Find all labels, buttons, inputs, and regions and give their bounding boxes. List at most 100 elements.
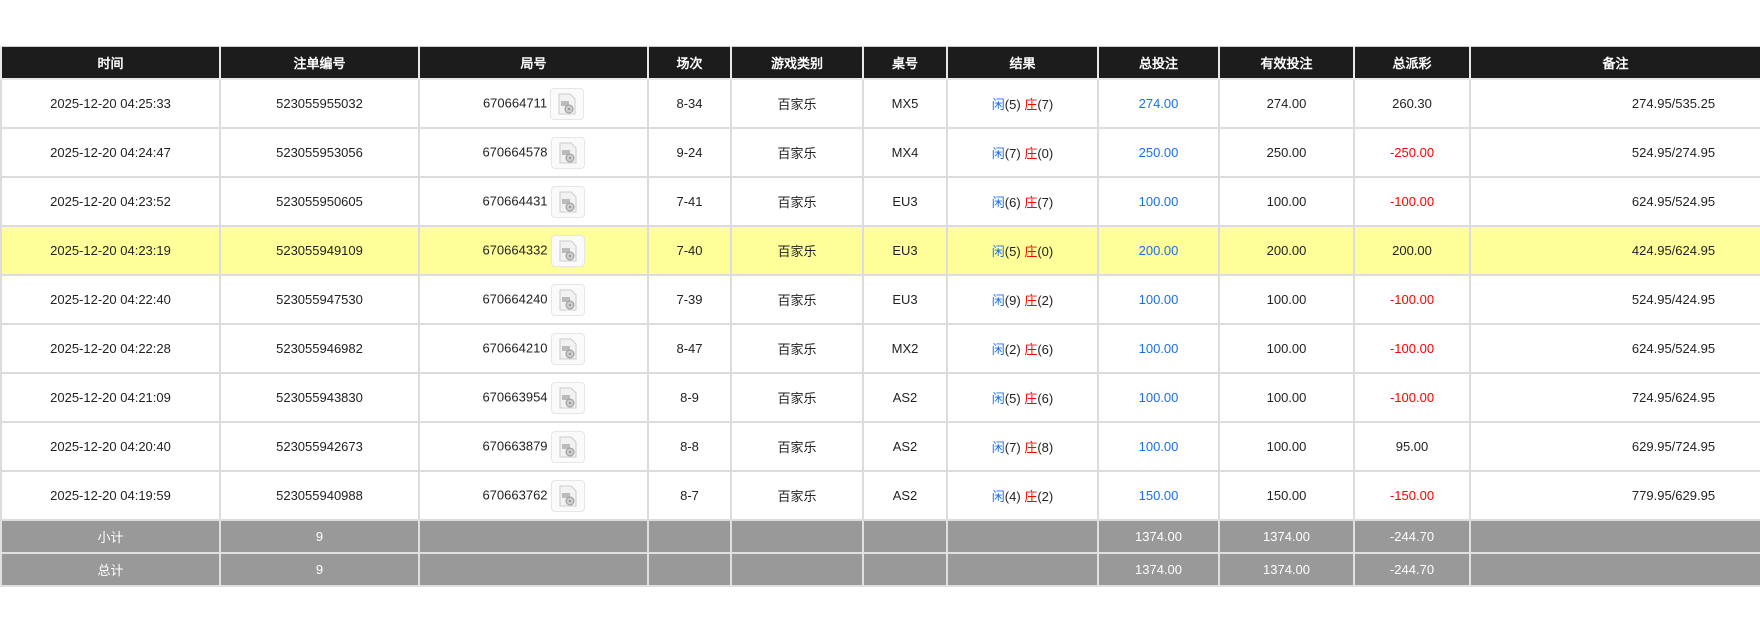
table-row[interactable]: 2025-12-20 04:23:52 523055950605 670664431… [0, 176, 1760, 227]
cell-game-type: 百家乐 [730, 323, 864, 374]
cell-round: 670664578 [418, 127, 649, 178]
cell-table-no: MX5 [862, 78, 948, 129]
cell-result: 闲(7) 庄(8) [946, 421, 1099, 472]
video-replay-icon[interactable] [550, 381, 585, 414]
bet-records-table: 时间 注单编号 局号 场次 游戏类别 桌号 结果 总投注 有效投注 总派彩 备注 2025-12-2… [0, 46, 1760, 587]
summary-label: 小计 [0, 519, 221, 554]
cell-bet-id: 523055950605 [219, 176, 420, 227]
table-row[interactable]: 2025-12-20 04:25:33 523055955032 670664711… [0, 78, 1760, 129]
banker-score: (8) [1037, 440, 1054, 455]
round-number: 670663879 [482, 437, 548, 453]
header-total-bet: 总投注 [1097, 46, 1220, 80]
cell-shoe: 7-40 [647, 225, 732, 276]
cell-payout: 95.00 [1353, 421, 1471, 472]
banker-score: (2) [1037, 293, 1054, 308]
cell-table-no: AS2 [862, 421, 948, 472]
summary-payout: -244.70 [1353, 552, 1471, 587]
summary-valid-bet: 1374.00 [1218, 519, 1355, 554]
cell-round: 670664332 [418, 225, 649, 276]
cell-result: 闲(4) 庄(2) [946, 470, 1099, 521]
cell-shoe: 8-9 [647, 372, 732, 423]
banker-label: 庄 [1024, 97, 1038, 112]
video-replay-icon[interactable] [550, 332, 585, 365]
video-replay-icon[interactable] [550, 430, 585, 463]
banker-score: (6) [1037, 391, 1054, 406]
cell-result: 闲(7) 庄(0) [946, 127, 1099, 178]
cell-payout: -250.00 [1353, 127, 1471, 178]
empty-cell [730, 552, 864, 587]
cell-time: 2025-12-20 04:22:40 [0, 274, 221, 325]
banker-score: (0) [1037, 244, 1054, 259]
cell-bet-id: 523055943830 [219, 372, 420, 423]
empty-cell [418, 552, 649, 587]
cell-table-no: AS2 [862, 372, 948, 423]
player-score: (9) [1004, 293, 1021, 308]
empty-cell [647, 519, 732, 554]
player-score: (7) [1004, 146, 1021, 161]
header-table-no: 桌号 [862, 46, 948, 80]
banker-label: 庄 [1024, 195, 1038, 210]
empty-cell [862, 519, 948, 554]
video-replay-icon[interactable] [550, 283, 585, 316]
round-number: 670663762 [482, 486, 548, 502]
table-row[interactable]: 2025-12-20 04:22:28 523055946982 670664210… [0, 323, 1760, 374]
table-row[interactable]: 2025-12-20 04:24:47 523055953056 670664578… [0, 127, 1760, 178]
player-score: (7) [1004, 440, 1021, 455]
header-valid-bet: 有效投注 [1218, 46, 1355, 80]
cell-bet-id: 523055955032 [219, 78, 420, 129]
video-replay-icon[interactable] [550, 185, 585, 218]
header-round: 局号 [418, 46, 649, 80]
header-shoe: 场次 [647, 46, 732, 80]
empty-cell [418, 519, 649, 554]
cell-remark: 779.95/629.95 [1469, 470, 1760, 521]
empty-cell [946, 519, 1099, 554]
cell-round: 670664210 [418, 323, 649, 374]
table-row[interactable]: 2025-12-20 04:23:19 523055949109 670664332… [0, 225, 1760, 276]
cell-time: 2025-12-20 04:19:59 [0, 470, 221, 521]
summary-label: 总计 [0, 552, 221, 587]
cell-bet-id: 523055946982 [219, 323, 420, 374]
cell-shoe: 9-24 [647, 127, 732, 178]
cell-table-no: EU3 [862, 274, 948, 325]
video-replay-icon[interactable] [550, 136, 585, 169]
cell-result: 闲(5) 庄(6) [946, 372, 1099, 423]
cell-result: 闲(6) 庄(7) [946, 176, 1099, 227]
grand-total-row: 总计 9 1374.00 1374.00 -244.70 [0, 552, 1760, 587]
player-score: (5) [1004, 391, 1021, 406]
video-replay-icon[interactable] [550, 87, 585, 120]
player-score: (2) [1004, 342, 1021, 357]
video-replay-icon[interactable] [550, 234, 585, 267]
cell-game-type: 百家乐 [730, 274, 864, 325]
cell-payout: -150.00 [1353, 470, 1471, 521]
header-remark: 备注 [1469, 46, 1760, 80]
cell-valid-bet: 100.00 [1218, 372, 1355, 423]
cell-game-type: 百家乐 [730, 470, 864, 521]
table-row[interactable]: 2025-12-20 04:22:40 523055947530 670664240… [0, 274, 1760, 325]
empty-cell [647, 552, 732, 587]
cell-game-type: 百家乐 [730, 372, 864, 423]
cell-bet-id: 523055940988 [219, 470, 420, 521]
player-label: 闲 [991, 440, 1005, 455]
video-replay-icon[interactable] [550, 479, 585, 512]
cell-round: 670664240 [418, 274, 649, 325]
empty-cell [862, 552, 948, 587]
cell-remark: 274.95/535.25 [1469, 78, 1760, 129]
banker-label: 庄 [1024, 440, 1038, 455]
cell-table-no: AS2 [862, 470, 948, 521]
cell-table-no: EU3 [862, 176, 948, 227]
cell-remark: 629.95/724.95 [1469, 421, 1760, 472]
banker-label: 庄 [1024, 293, 1038, 308]
header-time: 时间 [0, 46, 221, 80]
cell-shoe: 8-34 [647, 78, 732, 129]
table-row[interactable]: 2025-12-20 04:19:59 523055940988 670663762… [0, 470, 1760, 521]
round-number: 670664711 [482, 94, 548, 110]
cell-table-no: MX2 [862, 323, 948, 374]
cell-total-bet: 250.00 [1097, 127, 1220, 178]
table-row[interactable]: 2025-12-20 04:20:40 523055942673 670663879… [0, 421, 1760, 472]
cell-total-bet: 274.00 [1097, 78, 1220, 129]
table-row[interactable]: 2025-12-20 04:21:09 523055943830 670663954… [0, 372, 1760, 423]
cell-round: 670663762 [418, 470, 649, 521]
banker-label: 庄 [1024, 146, 1038, 161]
cell-total-bet: 100.00 [1097, 372, 1220, 423]
cell-valid-bet: 100.00 [1218, 176, 1355, 227]
